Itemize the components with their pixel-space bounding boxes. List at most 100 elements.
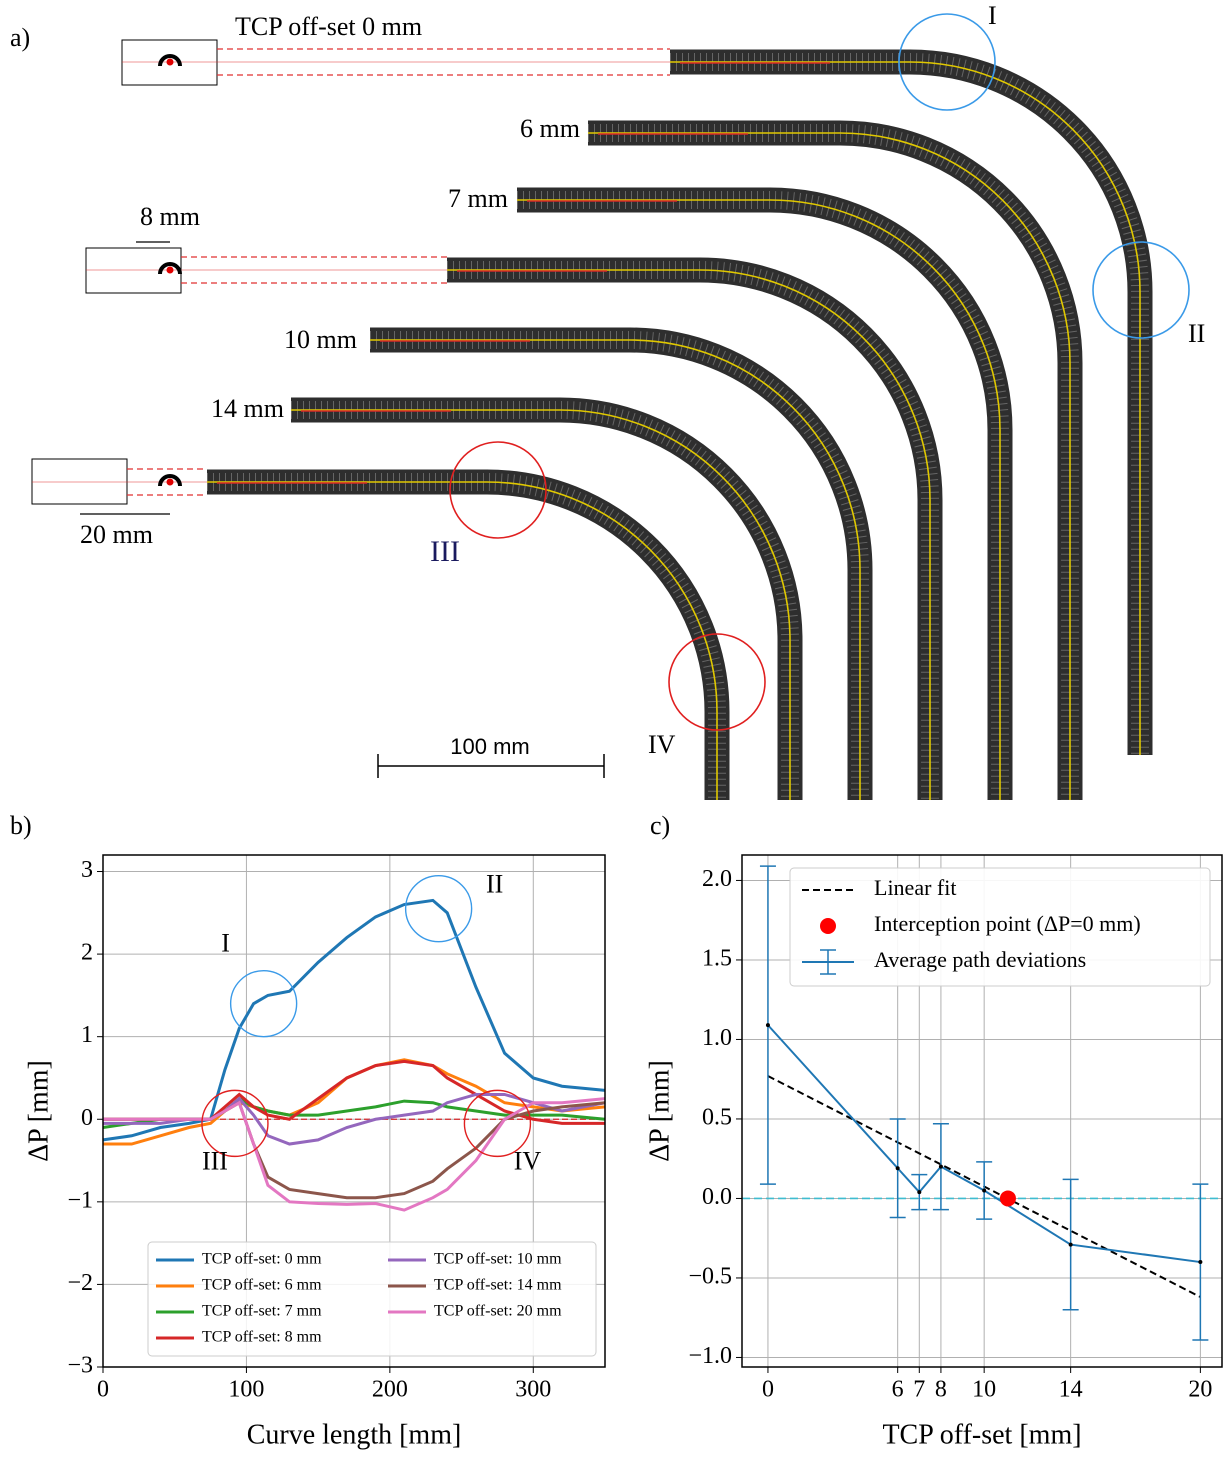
- offset-label: TCP off-set 0 mm: [235, 12, 422, 41]
- annotation-circle: [229, 969, 298, 1038]
- x-tick-label: 0: [762, 1377, 774, 1403]
- highlight-circle: [1092, 241, 1190, 339]
- path-line: [291, 409, 791, 800]
- y-tick-label: 0: [81, 1105, 93, 1131]
- y-tick-label: 1.5: [702, 945, 732, 971]
- chart: 0 100 200 300 −3 −2 −1 0 1 2 3 Curve length [mm] ΔP …: [23, 854, 606, 1450]
- legend-label: Linear fit: [874, 875, 956, 900]
- y-tick-label: 1.0: [702, 1025, 732, 1051]
- legend-swatch: [820, 918, 836, 934]
- point: [765, 1023, 770, 1028]
- annotation-circle: [201, 1089, 269, 1158]
- highlight-circle: [668, 633, 766, 731]
- x-tick-label: 0: [97, 1377, 109, 1403]
- marker-label: III: [430, 535, 460, 568]
- x-axis-label: TCP off-set [mm]: [882, 1419, 1081, 1450]
- point: [1198, 1260, 1203, 1265]
- legend-label: TCP off-set: 14 mm: [434, 1277, 562, 1294]
- y-tick-label: 1: [81, 1022, 93, 1048]
- legend-label: TCP off-set: 20 mm: [434, 1303, 562, 1320]
- legend-label: TCP off-set: 10 mm: [434, 1251, 562, 1268]
- legend-frame: [147, 1241, 597, 1357]
- y-tick-label: 2: [81, 940, 93, 966]
- path-line: [370, 339, 861, 800]
- y-axis-label: ΔP [mm]: [644, 1060, 675, 1162]
- y-tick-label: −2: [67, 1270, 93, 1296]
- path-line: [670, 61, 1141, 755]
- tcp-dot: [166, 478, 174, 486]
- series-line: [103, 1058, 606, 1146]
- x-tick-label: 6: [892, 1377, 904, 1403]
- y-tick-label: −1: [67, 1187, 93, 1213]
- legend-label: TCP off-set: 7 mm: [202, 1303, 322, 1320]
- offset-label: 10 mm: [284, 325, 357, 354]
- x-tick-label: 300: [515, 1377, 551, 1403]
- path-line: [447, 269, 931, 800]
- legend-label: Interception point (ΔP=0 mm): [874, 911, 1141, 936]
- tcp-dot: [166, 58, 174, 66]
- scale-label: 100 mm: [450, 734, 529, 759]
- tool-icon: [158, 474, 182, 487]
- y-tick-label: 0.5: [702, 1104, 732, 1130]
- tool-box: [31, 458, 128, 505]
- x-tick-label: 100: [228, 1377, 264, 1403]
- x-tick-label: 10: [972, 1377, 996, 1403]
- tool-box: [121, 39, 218, 86]
- legend-label: TCP off-set: 6 mm: [202, 1277, 322, 1294]
- tcp-dot: [166, 266, 174, 274]
- plot-frame: [102, 854, 606, 1368]
- x-tick-label: 14: [1059, 1377, 1083, 1403]
- x-tick-label: 7: [913, 1377, 925, 1403]
- marker-label: I: [988, 1, 997, 30]
- x-tick-label: 200: [372, 1377, 408, 1403]
- annotation-label: IV: [514, 1146, 542, 1175]
- x-axis-label: Curve length [mm]: [247, 1419, 462, 1450]
- highlight-circle: [449, 441, 547, 539]
- dimension-label: 20 mm: [80, 520, 153, 549]
- tool-icon: [158, 262, 182, 275]
- legend-label: TCP off-set: 8 mm: [202, 1329, 322, 1346]
- marker-label: IV: [648, 730, 676, 759]
- offset-label: 7 mm: [448, 184, 508, 213]
- y-tick-label: 0.0: [702, 1184, 732, 1210]
- marker-label: II: [1188, 319, 1205, 348]
- annotation-label: III: [202, 1146, 228, 1175]
- diagram: [31, 13, 1190, 800]
- intercept-point: [999, 1190, 1016, 1207]
- legend: Linear fit Interception point (ΔP=0 mm) Av…: [789, 867, 1211, 987]
- legend-label: Average path deviations: [874, 947, 1086, 972]
- panel-label: b): [10, 811, 32, 840]
- annotation-circle: [404, 874, 473, 943]
- path-line: [588, 132, 1071, 800]
- offset-label: 6 mm: [520, 114, 580, 143]
- point: [938, 1164, 943, 1169]
- series-line: [102, 898, 606, 1142]
- y-tick-label: −0.5: [688, 1263, 732, 1289]
- point: [982, 1188, 987, 1193]
- tool-icon: [158, 54, 182, 67]
- legend-label: TCP off-set: 0 mm: [202, 1251, 322, 1268]
- point: [895, 1166, 900, 1171]
- highlight-circle: [898, 13, 996, 111]
- offset-label: 14 mm: [211, 394, 284, 423]
- x-tick-label: 8: [935, 1377, 947, 1403]
- dimension-label: 8 mm: [140, 202, 200, 231]
- y-axis-label: ΔP [mm]: [23, 1060, 54, 1162]
- panel-label: a): [10, 23, 30, 52]
- annotation-label: I: [221, 929, 230, 958]
- series-line: [103, 1097, 606, 1212]
- x-tick-label: 20: [1188, 1377, 1212, 1403]
- point: [917, 1190, 922, 1195]
- y-tick-label: 2.0: [702, 866, 732, 892]
- panel-label: c): [650, 811, 670, 840]
- path-line: [207, 481, 718, 800]
- chart: 0 6 7 8 10 14 20 −1.0 −0.5 0.0 0.5 1.0 1.5 2.0 TCP off…: [644, 854, 1223, 1450]
- legend: TCP off-set: 0 mm TCP off-set: 6 mm TCP of…: [147, 1241, 597, 1357]
- annotation-circle: [463, 1089, 532, 1158]
- plot-frame: [741, 854, 1223, 1368]
- y-tick-label: −3: [67, 1353, 93, 1379]
- y-tick-label: −1.0: [688, 1343, 732, 1369]
- y-tick-label: 3: [81, 857, 93, 883]
- point: [1068, 1242, 1073, 1247]
